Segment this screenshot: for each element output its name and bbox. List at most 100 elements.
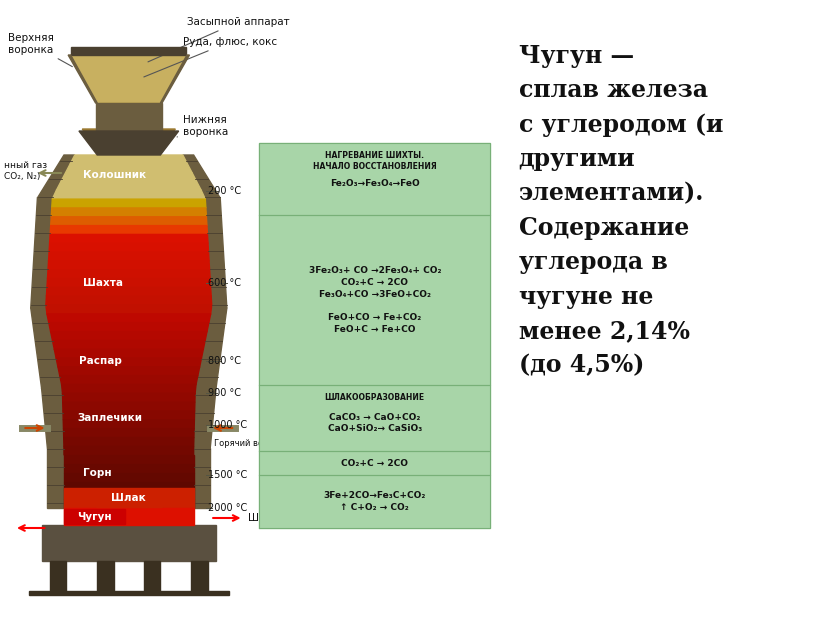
- Polygon shape: [54, 349, 204, 358]
- Text: CaCO₃ → CaO+CO₂
CaO+SiO₂→ CaSiO₃: CaCO₃ → CaO+CO₂ CaO+SiO₂→ CaSiO₃: [327, 412, 422, 434]
- Polygon shape: [191, 561, 208, 593]
- Text: Горн: Горн: [83, 468, 111, 478]
- Text: НАГРЕВАНИЕ ШИХТЫ.
НАЧАЛО ВОССТАНОВЛЕНИЯ: НАГРЕВАНИЕ ШИХТЫ. НАЧАЛО ВОССТАНОВЛЕНИЯ: [313, 151, 436, 171]
- Text: 2000 °C: 2000 °C: [208, 503, 247, 513]
- Text: Шахта: Шахта: [83, 278, 123, 288]
- Polygon shape: [46, 305, 212, 314]
- Text: Распар: Распар: [79, 356, 122, 366]
- Polygon shape: [56, 358, 202, 367]
- Polygon shape: [61, 173, 197, 181]
- Text: 900 °C: 900 °C: [208, 388, 241, 398]
- Polygon shape: [64, 499, 194, 508]
- Polygon shape: [259, 215, 490, 385]
- Polygon shape: [205, 198, 227, 308]
- Text: Засыпной аппарат: Засыпной аппарат: [148, 17, 289, 62]
- Text: Нижняя
воронка: Нижняя воронка: [177, 115, 228, 137]
- Text: Чугун: Чугун: [77, 511, 112, 521]
- Polygon shape: [259, 143, 490, 215]
- Polygon shape: [49, 323, 209, 331]
- Polygon shape: [47, 278, 211, 287]
- Polygon shape: [97, 561, 114, 593]
- Text: Горячий воздух: Горячий воздух: [214, 439, 283, 447]
- Polygon shape: [70, 155, 188, 164]
- Polygon shape: [71, 55, 187, 103]
- Polygon shape: [47, 270, 210, 278]
- Polygon shape: [52, 190, 205, 199]
- Polygon shape: [62, 402, 195, 411]
- Polygon shape: [183, 155, 220, 198]
- Polygon shape: [144, 561, 160, 593]
- Polygon shape: [63, 420, 194, 429]
- Text: 600 °C: 600 °C: [208, 278, 241, 288]
- Polygon shape: [96, 489, 162, 507]
- Polygon shape: [51, 217, 207, 226]
- Polygon shape: [99, 103, 159, 131]
- Polygon shape: [64, 490, 194, 499]
- Polygon shape: [259, 475, 490, 528]
- Text: 1000 °C: 1000 °C: [208, 420, 247, 430]
- Polygon shape: [42, 525, 216, 561]
- Polygon shape: [49, 243, 209, 252]
- Polygon shape: [64, 455, 194, 464]
- Text: 200 °C: 200 °C: [208, 186, 241, 196]
- Text: Заплечики: Заплечики: [77, 413, 142, 423]
- Polygon shape: [62, 393, 195, 402]
- Polygon shape: [71, 47, 186, 55]
- Polygon shape: [66, 164, 192, 173]
- Text: Шлак: Шлак: [248, 513, 278, 523]
- Polygon shape: [64, 509, 125, 524]
- Text: Колошник: Колошник: [83, 170, 146, 180]
- Polygon shape: [37, 155, 75, 198]
- Polygon shape: [82, 129, 175, 153]
- Polygon shape: [63, 429, 194, 437]
- Text: Шлак: Шлак: [111, 493, 146, 503]
- Polygon shape: [31, 308, 62, 388]
- Polygon shape: [64, 437, 194, 446]
- Polygon shape: [63, 411, 194, 420]
- Polygon shape: [51, 331, 207, 340]
- Polygon shape: [160, 55, 189, 103]
- Polygon shape: [52, 199, 206, 208]
- Polygon shape: [50, 234, 208, 243]
- Polygon shape: [96, 103, 162, 131]
- Text: 3Fe+2CO→Fe₃C+CO₂
↑ C+O₂ → CO₂: 3Fe+2CO→Fe₃C+CO₂ ↑ C+O₂ → CO₂: [323, 491, 426, 512]
- Text: CO₂+C → 2CO: CO₂+C → 2CO: [342, 459, 408, 467]
- Polygon shape: [58, 367, 199, 376]
- Polygon shape: [60, 376, 198, 384]
- Polygon shape: [259, 451, 490, 475]
- Polygon shape: [68, 55, 97, 103]
- Text: Чугун —
сплав железа
с углеродом (и
другими
элементами).
Содержание
углерода в
ч: Чугун — сплав железа с углеродом (и друг…: [519, 44, 723, 378]
- Text: Руда, флюс, кокс: Руда, флюс, кокс: [144, 37, 277, 77]
- Polygon shape: [194, 388, 216, 448]
- Polygon shape: [47, 314, 211, 323]
- Polygon shape: [64, 482, 194, 490]
- Polygon shape: [46, 296, 212, 305]
- Polygon shape: [61, 384, 196, 393]
- Polygon shape: [52, 340, 205, 349]
- Text: 3Fe₂O₃+ CO →2Fe₃O₄+ CO₂
CO₂+C → 2CO
Fe₃O₄+CO →3FeO+CO₂

FeO+CO → Fe+CO₂
FeO+C → : 3Fe₂O₃+ CO →2Fe₃O₄+ CO₂ CO₂+C → 2CO Fe₃O…: [308, 266, 441, 334]
- Polygon shape: [259, 385, 490, 451]
- Polygon shape: [195, 308, 227, 388]
- Polygon shape: [50, 226, 208, 234]
- Text: 800 °C: 800 °C: [208, 356, 241, 366]
- Polygon shape: [50, 561, 66, 593]
- Polygon shape: [47, 287, 211, 296]
- Polygon shape: [194, 448, 210, 508]
- Polygon shape: [64, 464, 194, 473]
- Text: 1500 °C: 1500 °C: [208, 470, 247, 480]
- Polygon shape: [48, 261, 209, 270]
- Polygon shape: [47, 448, 64, 508]
- Text: Верхняя
воронка: Верхняя воронка: [8, 33, 72, 67]
- Polygon shape: [57, 181, 201, 190]
- Polygon shape: [64, 446, 194, 455]
- Polygon shape: [48, 252, 209, 261]
- Text: ШЛАКООБРАЗОВАНИЕ: ШЛАКООБРАЗОВАНИЕ: [325, 393, 425, 402]
- Polygon shape: [64, 508, 194, 525]
- Polygon shape: [64, 473, 194, 482]
- Polygon shape: [42, 388, 64, 448]
- Polygon shape: [79, 131, 179, 155]
- Text: Fe₂O₃→Fe₃O₄→FeO: Fe₂O₃→Fe₃O₄→FeO: [330, 179, 420, 189]
- Text: нный газ
CO₂, N₂): нный газ CO₂, N₂): [4, 161, 47, 181]
- Polygon shape: [31, 198, 52, 308]
- Polygon shape: [29, 591, 229, 595]
